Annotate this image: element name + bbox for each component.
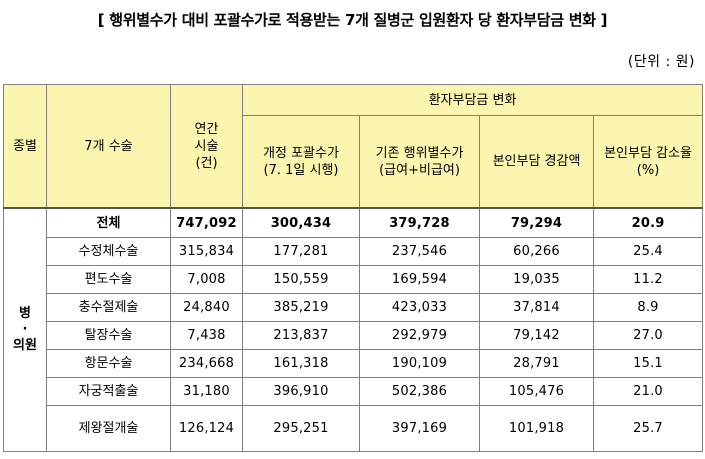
row-count: 31,180	[170, 377, 243, 406]
row-name: 항문수술	[46, 349, 171, 378]
header-old-fee-line2: (급여+비급여)	[379, 162, 460, 178]
row-rate: 8.9	[592, 293, 704, 322]
group-label: 병 · 의원	[3, 207, 47, 452]
row-reduction: 79,294	[479, 207, 594, 238]
row-reduction: 28,791	[479, 349, 594, 378]
table-row: 제왕절개술 126,124 295,251 397,169 101,918 25…	[4, 405, 704, 452]
table-row: 항문수술 234,668 161,318 190,109 28,791 15.1	[4, 349, 704, 378]
row-old-fee: 502,386	[359, 377, 480, 406]
header-old-fee: 기존 행위별수가 (급여+비급여)	[359, 115, 480, 209]
row-name: 수정체수술	[46, 237, 171, 266]
row-old-fee: 190,109	[359, 349, 480, 378]
header-annual-count-line3: (건)	[195, 155, 218, 171]
row-rate: 25.4	[592, 237, 704, 266]
table-row: 편도수술 7,008 150,559 169,594 19,035 11.2	[4, 265, 704, 294]
group-label-line2: ·	[22, 322, 28, 337]
row-rate: 11.2	[592, 265, 704, 294]
header-fee-change-group: 환자부담금 변화	[241, 84, 704, 116]
fee-change-table: 종별 7개 수술 연간 시술 (건) 환자부담금 변화 개정 포괄수가 (7. …	[3, 84, 704, 452]
table-row: 수정체수술 315,834 177,281 237,546 60,266 25.…	[4, 237, 704, 266]
row-reduction: 60,266	[479, 237, 594, 266]
group-label-line3: 의원	[13, 338, 37, 353]
header-annual-count: 연간 시술 (건)	[170, 84, 243, 209]
row-reduction: 79,142	[479, 321, 594, 350]
row-rate: 21.0	[592, 377, 704, 406]
group-label-line1: 병	[19, 306, 31, 321]
row-old-fee: 292,979	[359, 321, 480, 350]
row-new-fee: 300,434	[242, 207, 360, 238]
header-annual-count-line2: 시술	[194, 138, 219, 154]
header-reduction-rate: 본인부담 감소율(%)	[592, 115, 704, 209]
row-rate: 25.7	[592, 405, 704, 452]
row-name: 자궁적출술	[46, 377, 171, 406]
header-new-fee-line2: (7. 1일 시행)	[263, 162, 339, 178]
row-new-fee: 385,219	[242, 293, 360, 322]
row-new-fee: 150,559	[242, 265, 360, 294]
row-name: 탈장수술	[46, 321, 171, 350]
row-count: 234,668	[170, 349, 243, 378]
row-old-fee: 169,594	[359, 265, 480, 294]
row-new-fee: 161,318	[242, 349, 360, 378]
row-count: 747,092	[170, 207, 243, 238]
row-new-fee: 177,281	[242, 237, 360, 266]
header-category: 종별	[3, 84, 47, 209]
row-name: 충수절제술	[46, 293, 171, 322]
table-row-total: 병 · 의원 전체 747,092 300,434 379,728 79,294…	[3, 207, 704, 452]
row-count: 24,840	[170, 293, 243, 322]
row-reduction: 19,035	[479, 265, 594, 294]
row-reduction: 37,814	[479, 293, 594, 322]
row-name: 전체	[46, 207, 171, 238]
row-count: 315,834	[170, 237, 243, 266]
header-new-fee-line1: 개정 포괄수가	[263, 145, 339, 161]
row-reduction: 105,476	[479, 377, 594, 406]
header-surgery: 7개 수술	[46, 84, 171, 209]
row-name: 편도수술	[46, 265, 171, 294]
row-new-fee: 213,837	[242, 321, 360, 350]
header-annual-count-line1: 연간	[194, 121, 219, 137]
row-old-fee: 423,033	[359, 293, 480, 322]
row-count: 7,438	[170, 321, 243, 350]
row-count: 7,008	[170, 265, 243, 294]
document-title: [ 행위별수가 대비 포괄수가로 적용받는 7개 질병군 입원환자 당 환자부담…	[97, 11, 608, 29]
unit-label: (단위 : 원)	[627, 54, 695, 70]
table-row: 충수절제술 24,840 385,219 423,033 37,814 8.9	[4, 293, 704, 322]
header-new-fee: 개정 포괄수가 (7. 1일 시행)	[242, 115, 360, 209]
row-new-fee: 295,251	[242, 405, 360, 452]
table-row: 탈장수술 7,438 213,837 292,979 79,142 27.0	[4, 321, 704, 350]
row-rate: 20.9	[592, 207, 704, 238]
row-reduction: 101,918	[479, 405, 594, 452]
header-old-fee-line1: 기존 행위별수가	[375, 145, 464, 161]
row-old-fee: 397,169	[359, 405, 480, 452]
row-rate: 27.0	[592, 321, 704, 350]
row-rate: 15.1	[592, 349, 704, 378]
row-new-fee: 396,910	[242, 377, 360, 406]
row-count: 126,124	[170, 405, 243, 452]
row-name: 제왕절개술	[46, 405, 171, 452]
header-reduction-amount: 본인부담 경감액	[479, 115, 594, 209]
row-old-fee: 237,546	[359, 237, 480, 266]
table-row: 자궁적출술 31,180 396,910 502,386 105,476 21.…	[4, 377, 704, 406]
row-old-fee: 379,728	[359, 207, 480, 238]
